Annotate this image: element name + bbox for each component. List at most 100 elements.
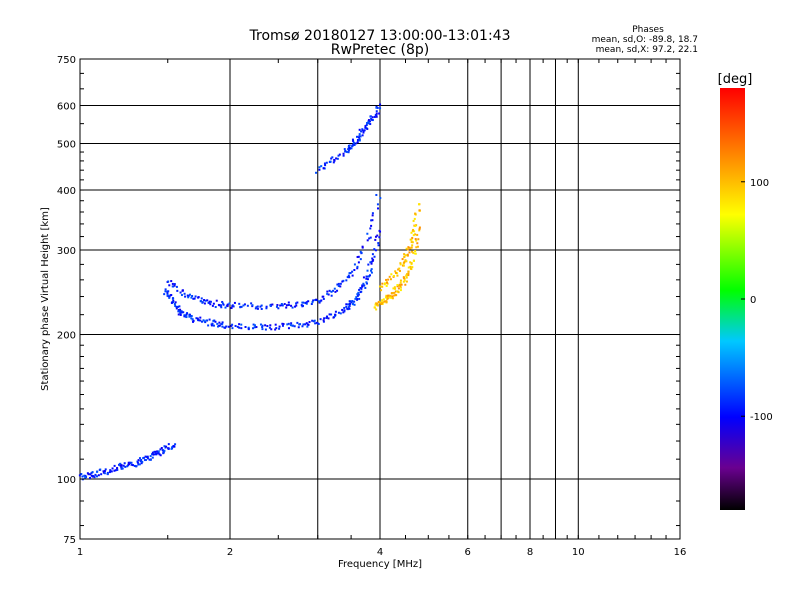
data-point (341, 280, 344, 283)
data-point (386, 297, 389, 300)
data-point (91, 471, 94, 474)
data-point (379, 301, 382, 304)
data-point (102, 470, 105, 473)
data-point (201, 301, 204, 304)
data-point (184, 295, 187, 298)
data-point (177, 313, 180, 316)
data-point (416, 242, 419, 245)
data-point (89, 476, 92, 479)
data-point (170, 280, 173, 283)
data-point (285, 304, 288, 307)
chart-title: Tromsø 20180127 13:00:00-13:01:43 (249, 28, 511, 44)
data-point (197, 296, 200, 299)
data-point (407, 272, 410, 275)
data-point (348, 272, 351, 275)
data-point (177, 308, 180, 311)
data-point (351, 300, 354, 303)
data-point (366, 269, 369, 272)
data-point (332, 289, 335, 292)
x-axis-label: Frequency [MHz] (338, 559, 422, 570)
data-point (375, 302, 378, 305)
data-point (414, 212, 417, 215)
data-point (230, 307, 233, 310)
data-point (411, 229, 414, 232)
data-point (315, 171, 318, 174)
data-point (418, 229, 421, 232)
data-point (373, 306, 376, 309)
data-point (228, 302, 231, 305)
data-point (399, 286, 402, 289)
data-point (116, 466, 119, 469)
data-point (392, 287, 395, 290)
data-point (171, 282, 174, 285)
y-tick-label: 300 (57, 246, 76, 257)
data-point (256, 307, 259, 310)
data-point (221, 321, 224, 324)
data-point (356, 265, 359, 268)
data-point (348, 304, 351, 307)
data-point (361, 128, 364, 131)
data-point (130, 461, 133, 464)
data-point (185, 315, 188, 318)
data-point (190, 296, 193, 299)
data-point (106, 471, 109, 474)
y-axis-ticks: 75 100 200 300 400 500 600 750 (57, 55, 680, 546)
data-point (172, 285, 175, 288)
data-point (396, 285, 399, 288)
data-point (280, 302, 283, 305)
data-point (389, 295, 392, 298)
data-point (392, 275, 395, 278)
data-point (406, 253, 409, 256)
data-point (316, 322, 319, 325)
data-point (90, 471, 93, 474)
data-point (375, 193, 378, 196)
legend-x-stats: mean, sd,X: 97.2, 22.1 (596, 45, 698, 55)
data-point (370, 262, 373, 265)
data-point (365, 282, 368, 285)
y-tick-label: 400 (57, 186, 76, 197)
data-point (363, 129, 366, 132)
data-point (140, 458, 143, 461)
data-point (139, 460, 142, 463)
data-point (411, 250, 414, 253)
data-point (252, 327, 255, 330)
data-point (365, 123, 368, 126)
data-point (394, 270, 397, 273)
data-point (399, 284, 402, 287)
data-point (283, 303, 286, 306)
data-point (208, 318, 211, 321)
data-point (331, 156, 334, 159)
data-point (153, 450, 156, 453)
data-point (368, 237, 371, 240)
data-point (274, 323, 277, 326)
data-point (123, 462, 126, 465)
data-point (373, 248, 376, 251)
data-point (148, 458, 151, 461)
data-point (290, 322, 293, 325)
data-point (369, 227, 372, 230)
data-point (359, 291, 362, 294)
data-point (371, 116, 374, 119)
data-point (321, 295, 324, 298)
data-point (167, 290, 170, 293)
data-point (183, 292, 186, 295)
data-point (131, 464, 134, 467)
data-point (389, 278, 392, 281)
data-point (278, 325, 281, 328)
data-point (393, 291, 396, 294)
data-point (175, 305, 178, 308)
data-point (410, 241, 413, 244)
data-point (360, 251, 363, 254)
data-point (264, 324, 267, 327)
data-point (295, 302, 298, 305)
data-point (187, 294, 190, 297)
data-point (305, 302, 308, 305)
data-point (293, 325, 296, 328)
data-point (414, 224, 417, 227)
data-point (351, 270, 354, 273)
data-point (417, 203, 420, 206)
data-point (95, 475, 98, 478)
data-point (287, 327, 290, 330)
data-point (256, 305, 259, 308)
data-point (301, 325, 304, 328)
